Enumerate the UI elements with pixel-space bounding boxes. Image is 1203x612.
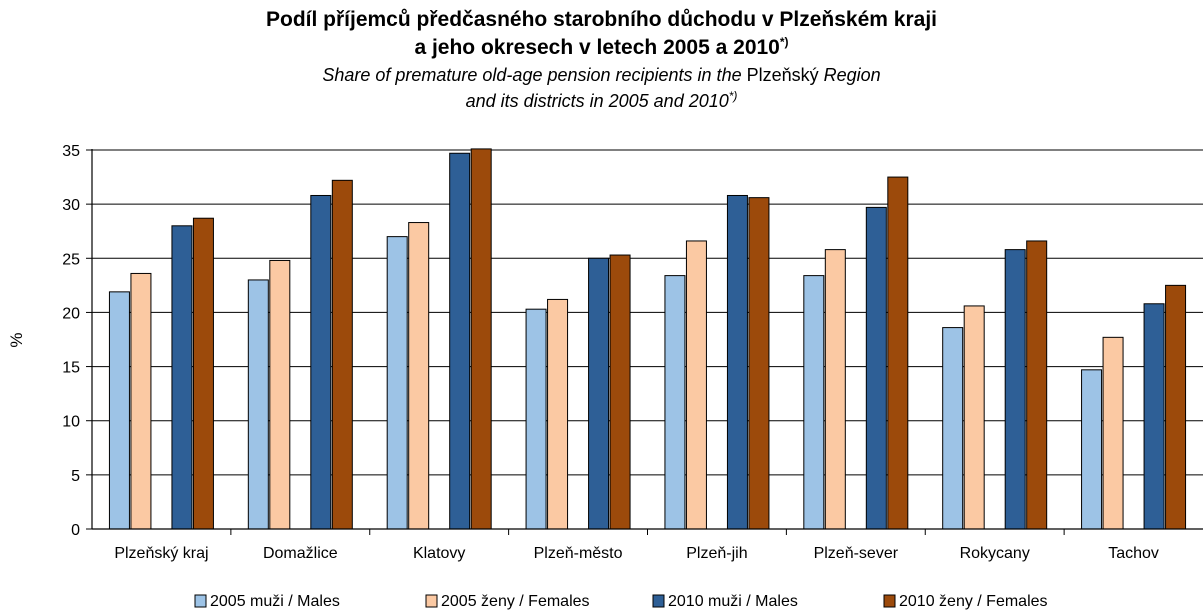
bar — [331, 179, 353, 530]
bar — [803, 275, 825, 530]
bar — [171, 225, 193, 530]
y-tick-label: 0 — [71, 522, 80, 539]
legend-swatch — [652, 594, 665, 608]
bar — [386, 236, 408, 530]
y-tick-label: 5 — [71, 468, 80, 485]
bar — [108, 291, 130, 530]
chart-title-cz-line2-wrap: a jeho okresech v letech 2005 a 2010*) — [0, 34, 1203, 62]
chart-subtitle-en-line2: and its districts in 2005 and 2010 — [465, 91, 729, 111]
bar — [1102, 336, 1124, 530]
x-tick-label: Plzeň-město — [534, 545, 623, 562]
bar — [942, 327, 964, 530]
y-tick-label: 20 — [62, 305, 80, 322]
bar — [525, 308, 547, 530]
chart-title-block: Podíl příjemců předčasného starobního dů… — [0, 6, 1203, 114]
chart-subtitle-en-part-b: Plzeňský — [746, 65, 819, 85]
legend-label: 2005 ženy / Females — [441, 593, 590, 610]
chart-subtitle-en-part-c: Region — [818, 65, 881, 85]
bar — [247, 279, 269, 530]
y-tick-label: 35 — [62, 143, 80, 160]
chart-title-cz-line1: Podíl příjemců předčasného starobního dů… — [266, 8, 937, 31]
bar — [685, 240, 707, 530]
bar — [963, 305, 985, 530]
bar — [310, 194, 332, 530]
axes — [86, 149, 1203, 535]
legend-label: 2010 muži / Males — [668, 593, 798, 610]
legend-swatch — [194, 594, 207, 608]
bar — [726, 194, 748, 530]
x-tick-labels: Plzeňský kraj Domažlice Klatovy Plzeň-město… — [114, 545, 1159, 562]
bar — [1026, 240, 1048, 530]
y-tick-label: 15 — [62, 360, 80, 377]
x-tick-label: Plzeň-jih — [686, 545, 747, 562]
x-tick-label: Tachov — [1108, 545, 1159, 562]
y-tick-label: 30 — [62, 197, 80, 214]
chart-title-cz-line2: a jeho okresech v letech 2005 a 2010 — [414, 36, 780, 59]
bar — [192, 217, 214, 530]
bar — [269, 259, 291, 530]
bar — [887, 176, 909, 530]
legend-label: 2005 muži / Males — [210, 593, 340, 610]
x-tick-label: Plzeňský kraj — [114, 545, 208, 562]
bar — [1143, 303, 1165, 530]
x-tick-label: Domažlice — [263, 545, 338, 562]
bar — [1004, 249, 1026, 530]
bar — [588, 257, 610, 530]
bars — [108, 148, 1187, 530]
y-tick-label: 25 — [62, 251, 80, 268]
legend-label: 2010 ženy / Females — [899, 593, 1048, 610]
chart-subtitle-footnote-mark: *) — [728, 89, 738, 103]
chart-subtitle-en-part-a: Share of premature old-age pension recip… — [322, 65, 747, 85]
bar — [408, 222, 430, 530]
bar — [449, 152, 471, 530]
bar — [824, 249, 846, 530]
bar — [1165, 284, 1187, 530]
y-axis-label: % — [7, 332, 26, 347]
chart-subtitle-en-line2-wrap: and its districts in 2005 and 2010*) — [0, 88, 1203, 114]
bar — [865, 206, 887, 530]
bar — [609, 254, 631, 530]
x-tick-label: Rokycany — [960, 545, 1030, 562]
chart-subtitle-en-line1: Share of premature old-age pension recip… — [0, 62, 1203, 88]
x-tick-label: Plzeň-sever — [814, 545, 899, 562]
chart-title-footnote-mark: *) — [779, 35, 789, 49]
bar — [547, 298, 569, 530]
y-tick-labels: 0 5 10 15 20 25 30 35 — [62, 143, 80, 539]
bar — [748, 197, 770, 530]
legend: 2005 muži / Males 2005 ženy / Females 2010… — [194, 593, 1048, 610]
bar — [1081, 369, 1103, 530]
bar — [664, 275, 686, 530]
legend-swatch — [883, 594, 896, 608]
x-tick-label: Klatovy — [413, 545, 465, 562]
legend-swatch — [425, 594, 438, 608]
bar — [130, 272, 152, 530]
y-tick-label: 10 — [62, 414, 80, 431]
bar — [470, 148, 492, 530]
